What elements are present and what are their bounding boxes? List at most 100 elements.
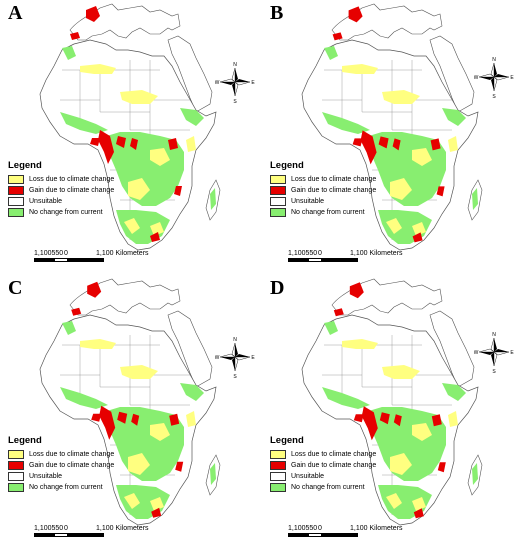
scale-bar: 1,100550 0 1,100 Kilometers (34, 525, 149, 537)
legend-swatch-unsuitable (270, 197, 286, 206)
map-panel-d: D N S E W Legend Loss due to climate (262, 275, 524, 550)
panel-letter: C (8, 277, 23, 299)
legend-item-unsuitable: Unsuitable (8, 196, 114, 207)
map-panel-c: C N S E W Legend Loss due to climate (0, 275, 262, 550)
map-panel-b: B N S E W Legend Loss due to climate (262, 0, 524, 275)
scale-bar-graphic (288, 258, 403, 262)
suitability-yellow (80, 339, 196, 511)
legend-title: Legend (270, 435, 304, 446)
suitability-red (332, 6, 445, 243)
map-panel-a: A N S E W Legend Loss due to climate (0, 0, 262, 275)
mideast-land (429, 310, 475, 388)
svg-text:E: E (510, 350, 514, 356)
legend-item-gain: Gain due to climate change (270, 185, 376, 196)
north-arrow: N S E W (215, 60, 256, 109)
scale-label-right: 1,100 Kilometers (96, 525, 149, 532)
north-arrow: N S E W (474, 55, 515, 104)
scale-label-left: 1,100550 (34, 525, 64, 532)
suitability-red (333, 282, 446, 519)
legend-swatch-unsuitable (8, 472, 24, 481)
europe-land (69, 278, 181, 316)
europe-land (69, 3, 181, 41)
scale-bar-graphic (34, 258, 149, 262)
legend-swatch-loss (270, 175, 286, 184)
scale-bar-graphic (34, 533, 149, 537)
legend-swatch-unsuitable (8, 197, 24, 206)
legend-item-gain: Gain due to climate change (8, 185, 114, 196)
legend-label-nochange: No change from current (291, 209, 365, 216)
legend-item-loss: Loss due to climate change (270, 174, 376, 185)
legend-swatch-gain (270, 186, 286, 195)
scale-bar: 1,100550 0 1,100 Kilometers (288, 525, 403, 537)
svg-text:E: E (251, 355, 255, 361)
scale-label-left: 1,100550 (288, 250, 318, 257)
svg-text:W: W (474, 350, 479, 356)
scale-label-left: 1,100550 (34, 250, 64, 257)
legend-label-loss: Loss due to climate change (29, 451, 115, 458)
legend-swatch-nochange (270, 208, 286, 217)
mideast-land (167, 35, 213, 113)
africa-map (301, 278, 483, 526)
legend-item-nochange: No change from current (8, 482, 114, 493)
legend-label-loss: Loss due to climate change (291, 451, 377, 458)
legend: Legend Loss due to climate change Gain d… (8, 160, 114, 218)
panel-letter: A (8, 2, 23, 24)
panel-letter: D (270, 277, 285, 299)
north-arrow: N S E W (215, 335, 256, 384)
legend-label-gain: Gain due to climate change (29, 187, 115, 194)
legend-swatch-gain (8, 186, 24, 195)
suitability-yellow (342, 339, 458, 511)
svg-text:N: N (233, 337, 237, 343)
legend-swatch-loss (8, 175, 24, 184)
legend-label-unsuitable: Unsuitable (29, 198, 63, 205)
legend-label-loss: Loss due to climate change (29, 176, 115, 183)
north-arrow: N S E W (474, 330, 515, 379)
legend-swatch-loss (8, 450, 24, 459)
legend-label-loss: Loss due to climate change (291, 176, 377, 183)
africa-map (39, 278, 221, 526)
scale-label-zero: 0 (318, 525, 322, 532)
legend-swatch-nochange (270, 483, 286, 492)
europe-land (331, 278, 443, 316)
legend: Legend Loss due to climate change Gain d… (8, 435, 114, 493)
legend-item-nochange: No change from current (270, 482, 376, 493)
mideast-land (167, 310, 213, 388)
svg-text:W: W (215, 355, 220, 361)
svg-text:N: N (492, 332, 496, 338)
africa-map (301, 3, 483, 251)
scale-label-left: 1,100550 (288, 525, 318, 532)
svg-text:N: N (233, 62, 237, 68)
scale-label-right: 1,100 Kilometers (350, 250, 403, 257)
legend-item-unsuitable: Unsuitable (270, 471, 376, 482)
legend-swatch-unsuitable (270, 472, 286, 481)
svg-text:W: W (215, 80, 220, 86)
legend-label-nochange: No change from current (291, 484, 365, 491)
svg-text:E: E (510, 75, 514, 81)
scale-bar: 1,100550 0 1,100 Kilometers (288, 250, 403, 262)
legend-item-nochange: No change from current (270, 207, 376, 218)
scale-label-zero: 0 (318, 250, 322, 257)
legend-label-gain: Gain due to climate change (291, 462, 377, 469)
legend-swatch-nochange (8, 208, 24, 217)
legend-item-loss: Loss due to climate change (8, 449, 114, 460)
svg-text:S: S (233, 99, 237, 104)
suitability-yellow (342, 64, 458, 236)
suitability-yellow (80, 64, 196, 236)
legend-item-gain: Gain due to climate change (8, 460, 114, 471)
scale-label-right: 1,100 Kilometers (350, 525, 403, 532)
legend: Legend Loss due to climate change Gain d… (270, 435, 376, 493)
suitability-red (70, 6, 182, 242)
svg-text:S: S (492, 94, 496, 99)
legend-item-unsuitable: Unsuitable (8, 471, 114, 482)
legend-swatch-nochange (8, 483, 24, 492)
legend-label-gain: Gain due to climate change (29, 462, 115, 469)
svg-text:E: E (251, 80, 255, 86)
legend-title: Legend (270, 160, 304, 171)
legend-item-loss: Loss due to climate change (8, 174, 114, 185)
legend-swatch-loss (270, 450, 286, 459)
legend-swatch-gain (8, 461, 24, 470)
panel-letter: B (270, 2, 284, 24)
legend-item-unsuitable: Unsuitable (270, 196, 376, 207)
legend-item-nochange: No change from current (8, 207, 114, 218)
scale-bar-graphic (288, 533, 403, 537)
